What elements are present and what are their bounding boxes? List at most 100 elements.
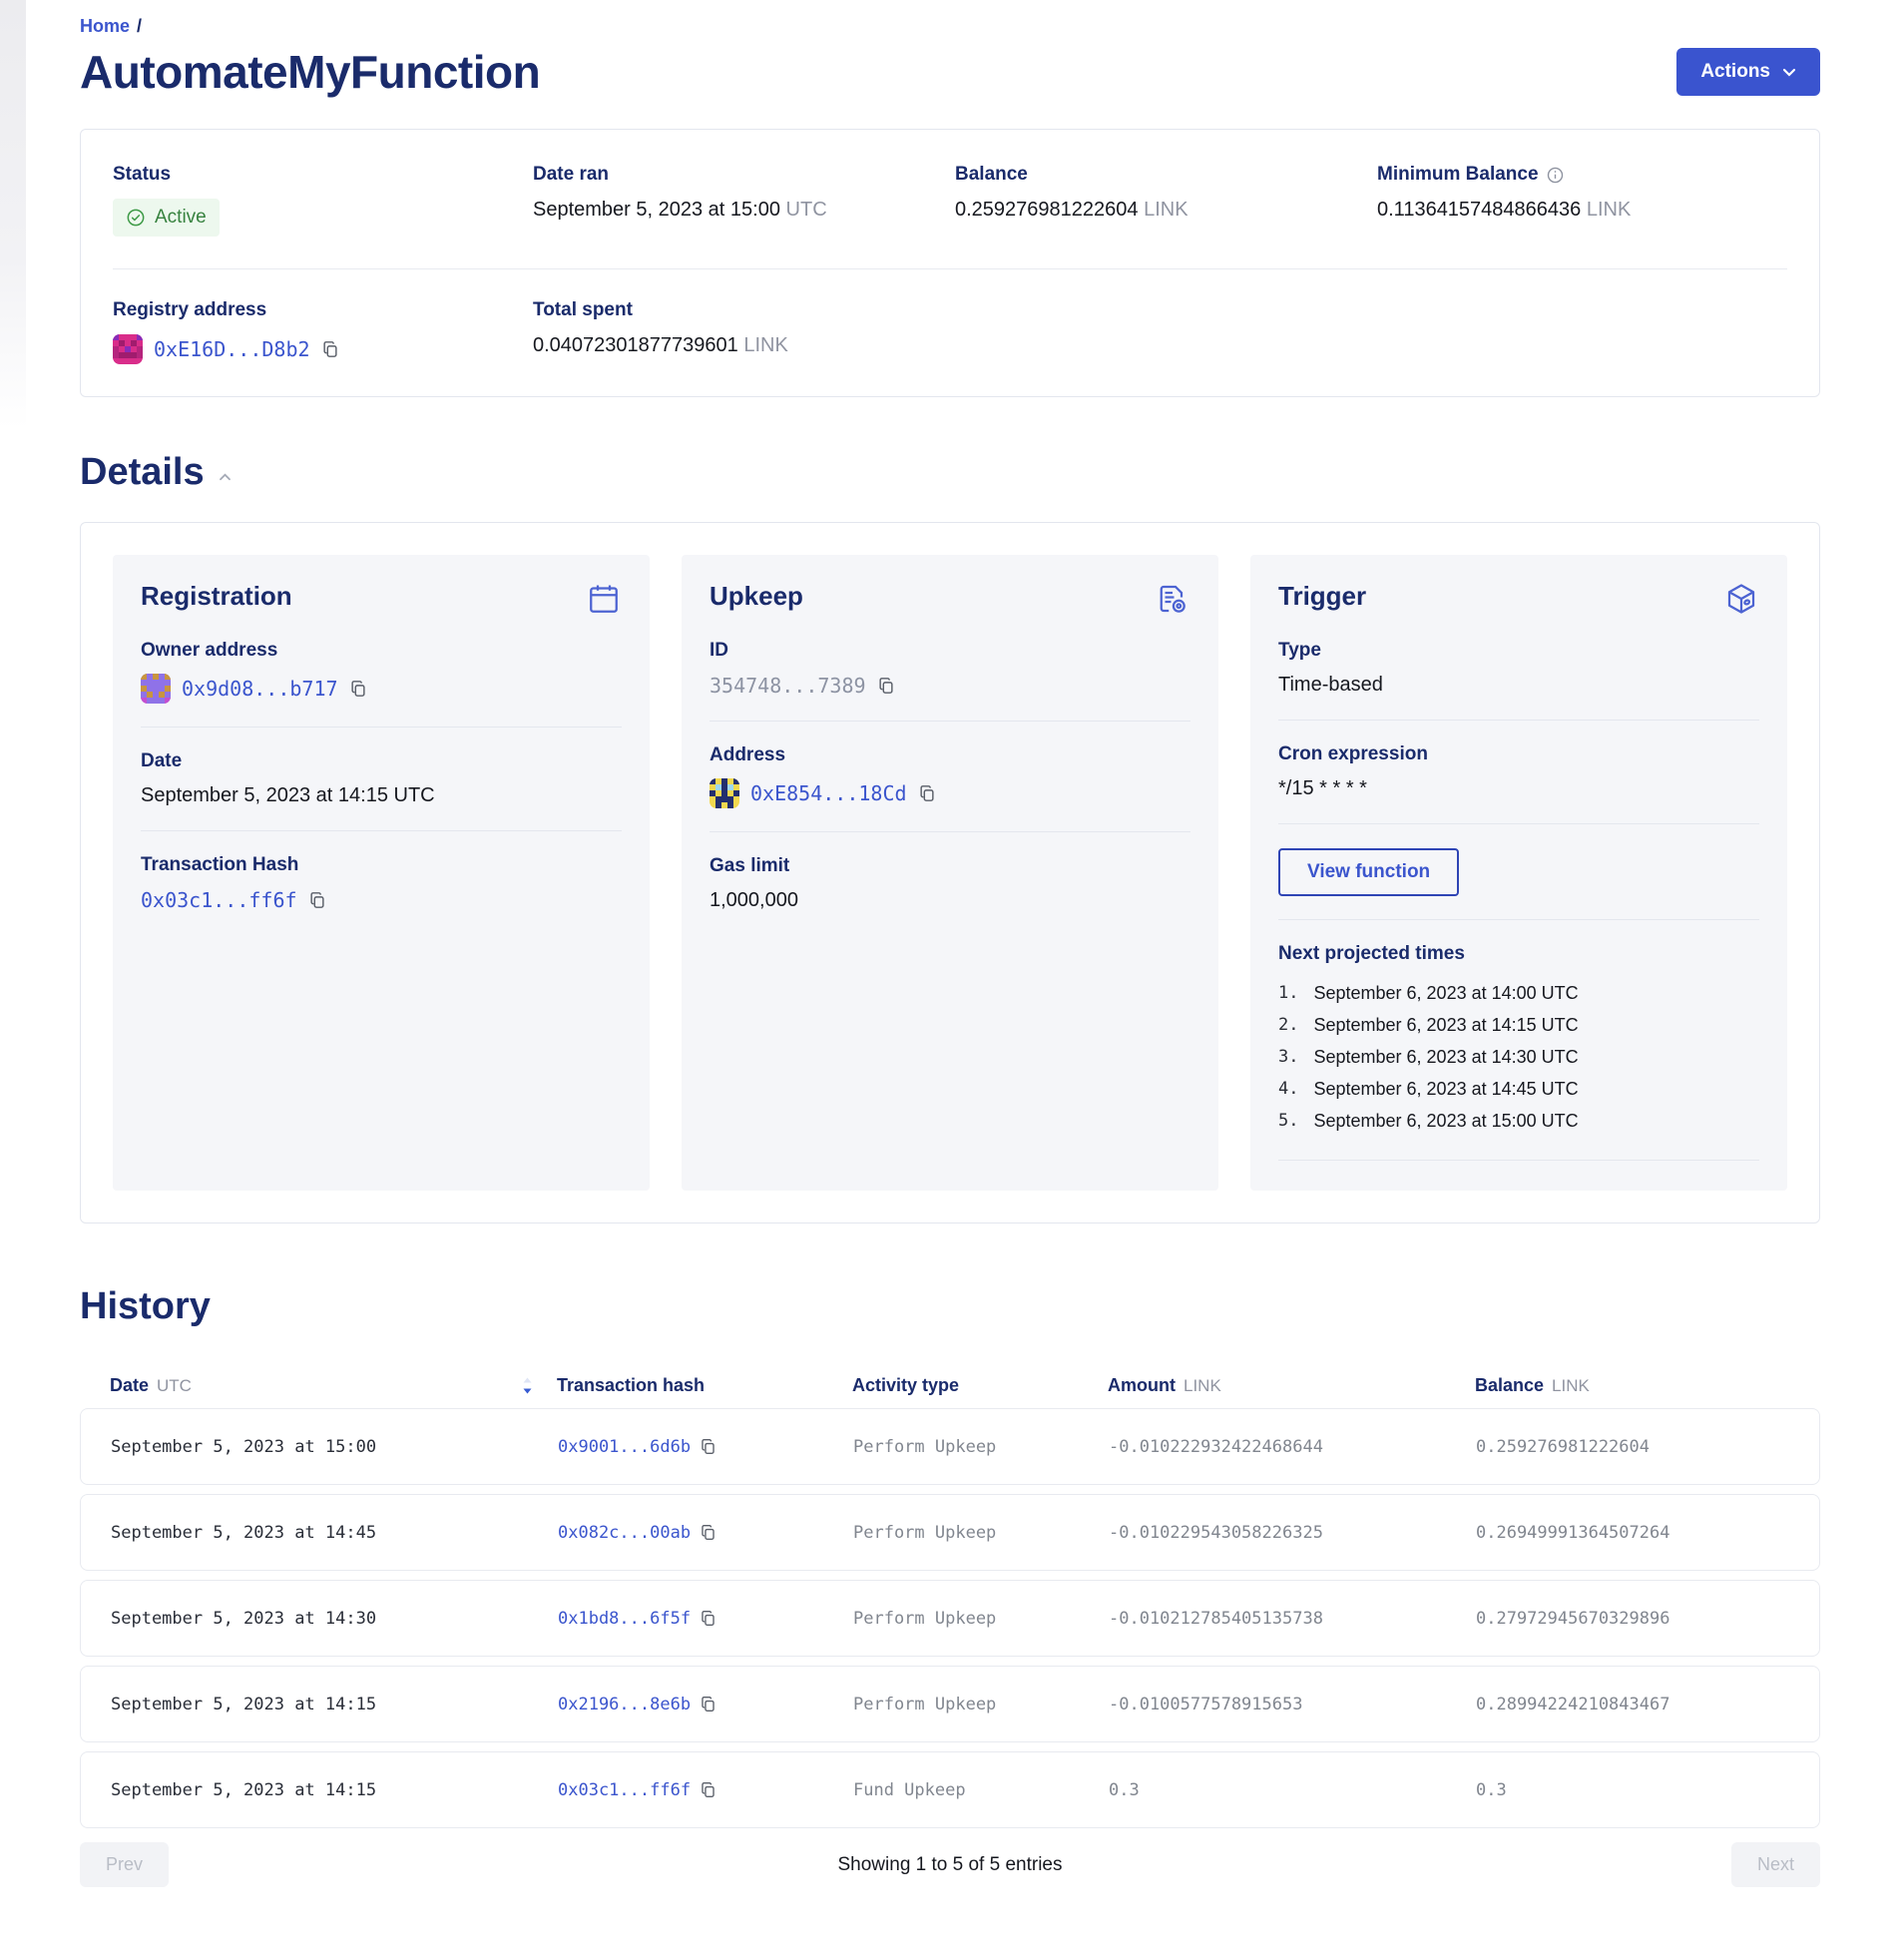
owner-identicon bbox=[141, 674, 171, 704]
copy-icon[interactable] bbox=[700, 1781, 716, 1798]
date-ran-field: Date ran September 5, 2023 at 15:00 UTC bbox=[533, 164, 955, 237]
summary-divider bbox=[113, 268, 1787, 269]
page-title: AutomateMyFunction bbox=[80, 46, 541, 98]
gas-limit-value: 1,000,000 bbox=[710, 889, 798, 911]
trigger-type-value: Time-based bbox=[1278, 674, 1383, 696]
balance-value: 0.259276981222604 bbox=[955, 199, 1139, 221]
upkeep-address-link[interactable]: 0xE854...18Cd bbox=[750, 781, 907, 805]
copy-icon[interactable] bbox=[700, 1610, 716, 1627]
actions-button[interactable]: Actions bbox=[1676, 48, 1820, 96]
history-date: September 5, 2023 at 14:30 bbox=[111, 1608, 377, 1629]
status-field: Status Active bbox=[113, 164, 533, 237]
upkeep-address-block: Address 0xE854...18Cd bbox=[710, 744, 1190, 808]
upkeep-id-block: ID 354748...7389 bbox=[710, 640, 1190, 698]
history-balance: 0.259276981222604 bbox=[1476, 1436, 1650, 1457]
registry-address-link[interactable]: 0xE16D...D8b2 bbox=[154, 337, 310, 361]
history-tx-link[interactable]: 0x2196...8e6b bbox=[558, 1694, 692, 1715]
registration-title: Registration bbox=[141, 581, 292, 611]
min-balance-label: Minimum Balance bbox=[1377, 164, 1539, 185]
details-heading: Details bbox=[80, 451, 205, 493]
prev-button[interactable]: Prev bbox=[80, 1842, 170, 1887]
projected-time-item: 4. September 6, 2023 at 14:45 UTC bbox=[1278, 1073, 1759, 1105]
divider bbox=[1278, 919, 1759, 920]
history-amount: -0.010212785405135738 bbox=[1109, 1608, 1323, 1629]
registration-tx-link[interactable]: 0x03c1...ff6f bbox=[141, 888, 297, 912]
registration-tx-block: Transaction Hash 0x03c1...ff6f bbox=[141, 854, 622, 912]
pagination-summary: Showing 1 to 5 of 5 entries bbox=[837, 1853, 1063, 1875]
copy-icon[interactable] bbox=[918, 784, 936, 802]
breadcrumb: Home / bbox=[80, 16, 1820, 37]
history-tx-link[interactable]: 0x1bd8...6f5f bbox=[558, 1608, 692, 1629]
owner-address-block: Owner address 0x9d08...b717 bbox=[141, 640, 622, 704]
upkeep-address-label: Address bbox=[710, 744, 786, 765]
min-balance-value: 0.11364157484866436 bbox=[1377, 199, 1582, 221]
registration-tx-label: Transaction Hash bbox=[141, 854, 299, 875]
upkeep-card: Upkeep ID 354748...7389 A bbox=[682, 555, 1218, 1191]
col-activity-label[interactable]: Activity type bbox=[852, 1374, 960, 1395]
min-balance-field: Minimum Balance 0.11364157484866436 LINK bbox=[1377, 164, 1787, 237]
divider bbox=[1278, 1160, 1759, 1161]
history-amount: -0.010229543058226325 bbox=[1109, 1522, 1323, 1543]
table-row: September 5, 2023 at 15:00 0x9001...6d6b… bbox=[80, 1408, 1820, 1485]
copy-icon[interactable] bbox=[700, 1438, 716, 1455]
history-table-header: Date UTC Transaction hash Activity type A… bbox=[80, 1362, 1820, 1408]
col-date-unit: UTC bbox=[157, 1375, 192, 1395]
history-balance: 0.26949991364507264 bbox=[1476, 1522, 1670, 1543]
next-button[interactable]: Next bbox=[1730, 1842, 1820, 1887]
col-amount-label[interactable]: Amount bbox=[1108, 1374, 1176, 1395]
total-spent-unit: LINK bbox=[743, 334, 788, 356]
trigger-type-label: Type bbox=[1278, 640, 1321, 661]
history-tx-link[interactable]: 0x03c1...ff6f bbox=[558, 1779, 692, 1800]
col-balance-unit: LINK bbox=[1552, 1375, 1590, 1395]
view-function-button[interactable]: View function bbox=[1278, 848, 1460, 896]
col-tx-label[interactable]: Transaction hash bbox=[557, 1374, 706, 1395]
sort-icon[interactable] bbox=[522, 1377, 533, 1394]
date-ran-label: Date ran bbox=[533, 164, 610, 185]
balance-unit: LINK bbox=[1144, 199, 1188, 221]
history-activity: Fund Upkeep bbox=[853, 1779, 966, 1800]
cube-icon bbox=[1723, 581, 1759, 617]
calendar-icon bbox=[586, 581, 622, 617]
left-panel-edge bbox=[0, 0, 26, 429]
history-tx-link[interactable]: 0x082c...00ab bbox=[558, 1522, 692, 1543]
upkeep-title: Upkeep bbox=[710, 581, 803, 611]
col-balance-label[interactable]: Balance bbox=[1475, 1374, 1545, 1395]
gas-limit-block: Gas limit 1,000,000 bbox=[710, 855, 1190, 912]
owner-address-link[interactable]: 0x9d08...b717 bbox=[182, 677, 338, 701]
copy-icon[interactable] bbox=[349, 680, 367, 698]
table-row: September 5, 2023 at 14:30 0x1bd8...6f5f… bbox=[80, 1580, 1820, 1657]
breadcrumb-home-link[interactable]: Home bbox=[80, 16, 131, 36]
balance-label: Balance bbox=[955, 164, 1028, 185]
history-table-body: September 5, 2023 at 15:00 0x9001...6d6b… bbox=[80, 1408, 1820, 1828]
cron-label: Cron expression bbox=[1278, 743, 1428, 764]
chevron-up-icon[interactable] bbox=[219, 473, 232, 482]
owner-address-label: Owner address bbox=[141, 640, 278, 661]
info-icon[interactable] bbox=[1547, 167, 1564, 184]
upkeep-address-identicon bbox=[710, 778, 739, 808]
copy-icon[interactable] bbox=[700, 1524, 716, 1541]
table-row: September 5, 2023 at 14:15 0x03c1...ff6f… bbox=[80, 1751, 1820, 1828]
divider bbox=[710, 831, 1190, 832]
trigger-title: Trigger bbox=[1278, 581, 1367, 611]
copy-icon[interactable] bbox=[700, 1696, 716, 1713]
document-gear-icon bbox=[1155, 581, 1190, 617]
projected-time-text: September 6, 2023 at 14:30 UTC bbox=[1313, 1047, 1579, 1067]
projected-time-text: September 6, 2023 at 15:00 UTC bbox=[1313, 1111, 1579, 1131]
registration-date-label: Date bbox=[141, 750, 183, 771]
col-date-label[interactable]: Date bbox=[110, 1374, 150, 1395]
min-balance-unit: LINK bbox=[1586, 199, 1632, 221]
breadcrumb-separator: / bbox=[137, 16, 143, 36]
copy-icon[interactable] bbox=[321, 340, 339, 358]
history-tx-link[interactable]: 0x9001...6d6b bbox=[558, 1436, 692, 1457]
copy-icon[interactable] bbox=[877, 677, 895, 695]
history-heading: History bbox=[80, 1285, 211, 1327]
next-times-list: 1. September 6, 2023 at 14:00 UTC 2. Sep… bbox=[1278, 977, 1759, 1137]
history-date: September 5, 2023 at 15:00 bbox=[111, 1436, 377, 1457]
copy-icon[interactable] bbox=[308, 891, 326, 909]
chevron-down-icon bbox=[1782, 68, 1796, 77]
history-activity: Perform Upkeep bbox=[853, 1522, 997, 1543]
total-spent-field: Total spent 0.04072301877739601 LINK bbox=[533, 299, 955, 364]
pagination: Prev Showing 1 to 5 of 5 entries Next bbox=[80, 1842, 1820, 1887]
projected-time-text: September 6, 2023 at 14:00 UTC bbox=[1313, 983, 1579, 1003]
